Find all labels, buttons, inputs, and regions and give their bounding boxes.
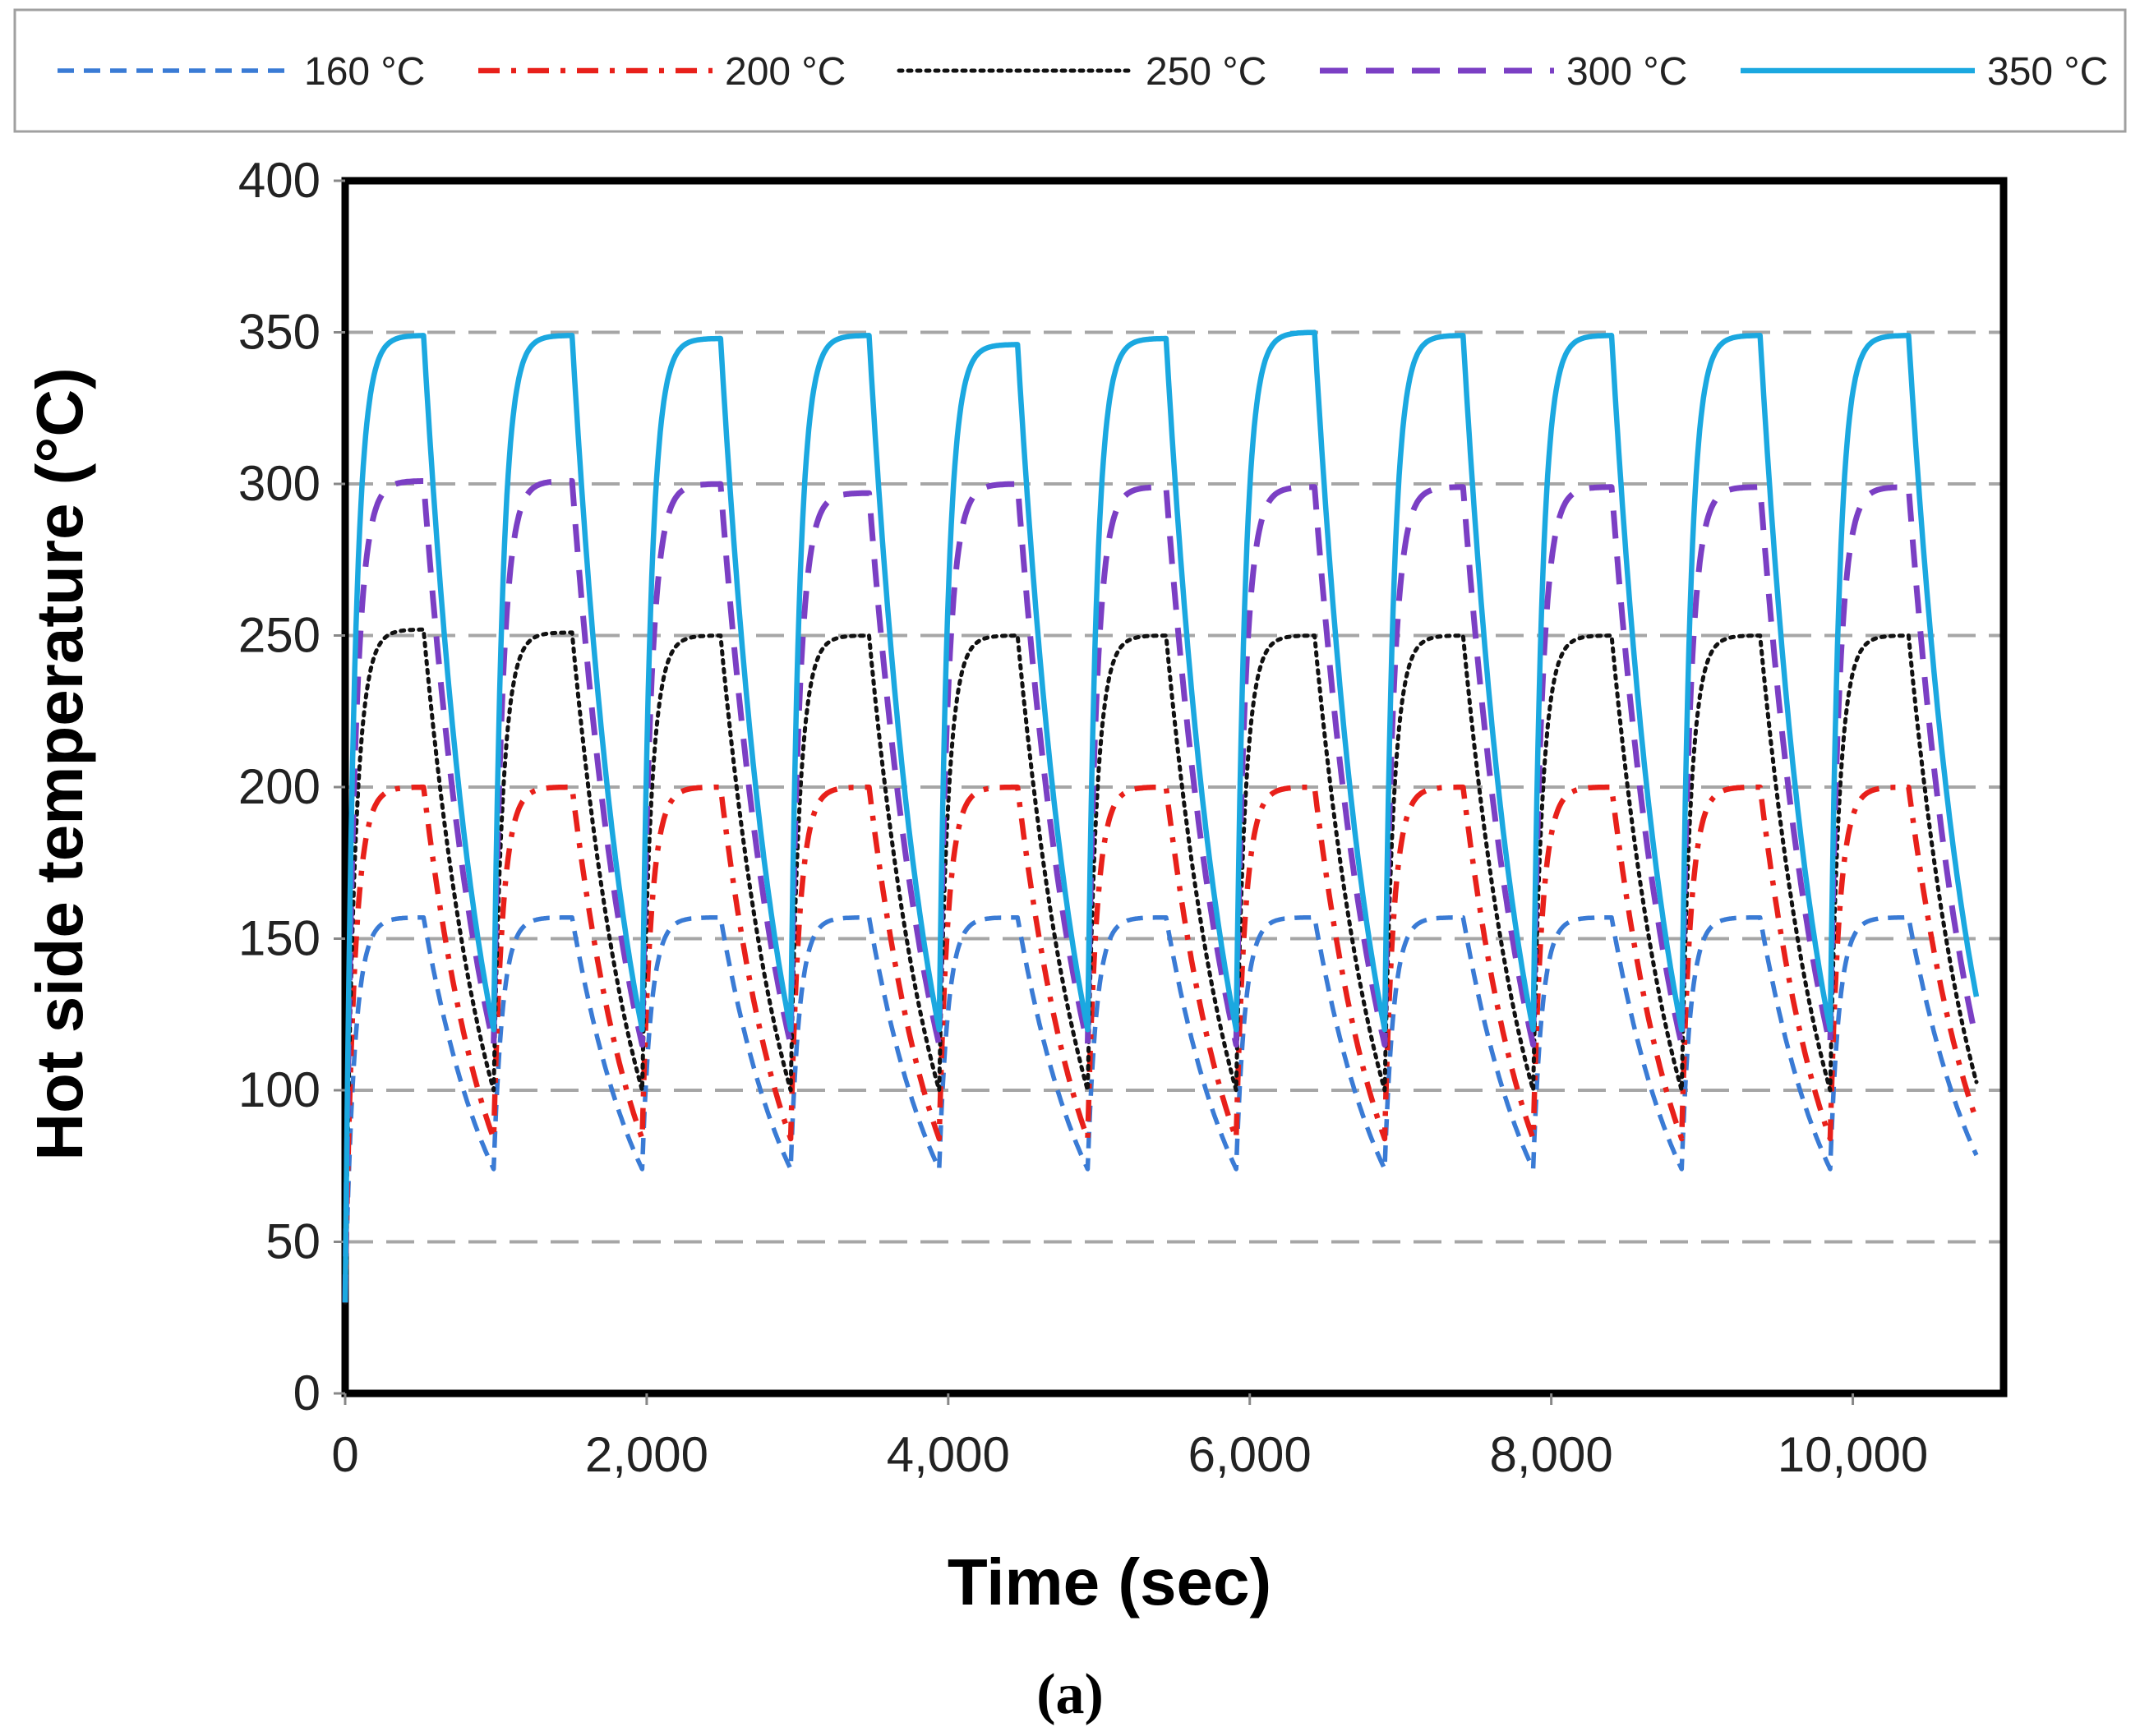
legend-label-300: 300 °C — [1566, 50, 1687, 94]
x-tick-label: 8,000 — [1490, 1427, 1613, 1482]
legend-label-350: 350 °C — [1987, 50, 2108, 94]
figure-caption: (a) — [1036, 1663, 1104, 1726]
y-tick-label: 50 — [265, 1214, 321, 1269]
x-tick-label: 4,000 — [887, 1427, 1010, 1482]
x-axis-title: Time (sec) — [948, 1545, 1271, 1619]
y-tick-label: 150 — [238, 911, 321, 966]
x-tick-label: 10,000 — [1778, 1427, 1929, 1482]
legend-label-200: 200 °C — [725, 50, 846, 94]
series-line-300 — [342, 477, 1980, 1303]
y-tick-label: 200 — [238, 759, 321, 814]
x-tick-label: 0 — [331, 1427, 358, 1482]
y-tick-label: 350 — [238, 305, 321, 360]
y-tick-label: 100 — [238, 1062, 321, 1117]
y-tick-label: 0 — [293, 1365, 321, 1421]
legend-label-160: 160 °C — [304, 50, 425, 94]
series-line-250 — [343, 627, 1979, 1305]
y-axis: 0 50 100 150 200 250 300 350 400 — [238, 153, 345, 1421]
series-line-350 — [342, 329, 1980, 1303]
series-group — [342, 329, 1980, 1305]
y-tick-label: 250 — [238, 608, 321, 663]
x-axis: 0 2,000 4,000 6,000 8,000 10,000 — [331, 1393, 1928, 1482]
legend: 160 °C 200 °C 250 °C 300 °C 350 °C — [13, 8, 2127, 133]
y-axis-title: Hot side temperature (°C) — [23, 367, 96, 1160]
x-tick-label: 6,000 — [1188, 1427, 1312, 1482]
x-tick-label: 2,000 — [585, 1427, 708, 1482]
legend-label-250: 250 °C — [1146, 50, 1266, 94]
y-tick-label: 300 — [238, 456, 321, 511]
series-line-200 — [342, 784, 1980, 1303]
series-line-160 — [343, 914, 1979, 1303]
y-tick-label: 400 — [238, 153, 321, 208]
